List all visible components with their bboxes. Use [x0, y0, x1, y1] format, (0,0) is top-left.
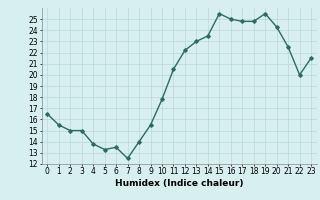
- X-axis label: Humidex (Indice chaleur): Humidex (Indice chaleur): [115, 179, 244, 188]
